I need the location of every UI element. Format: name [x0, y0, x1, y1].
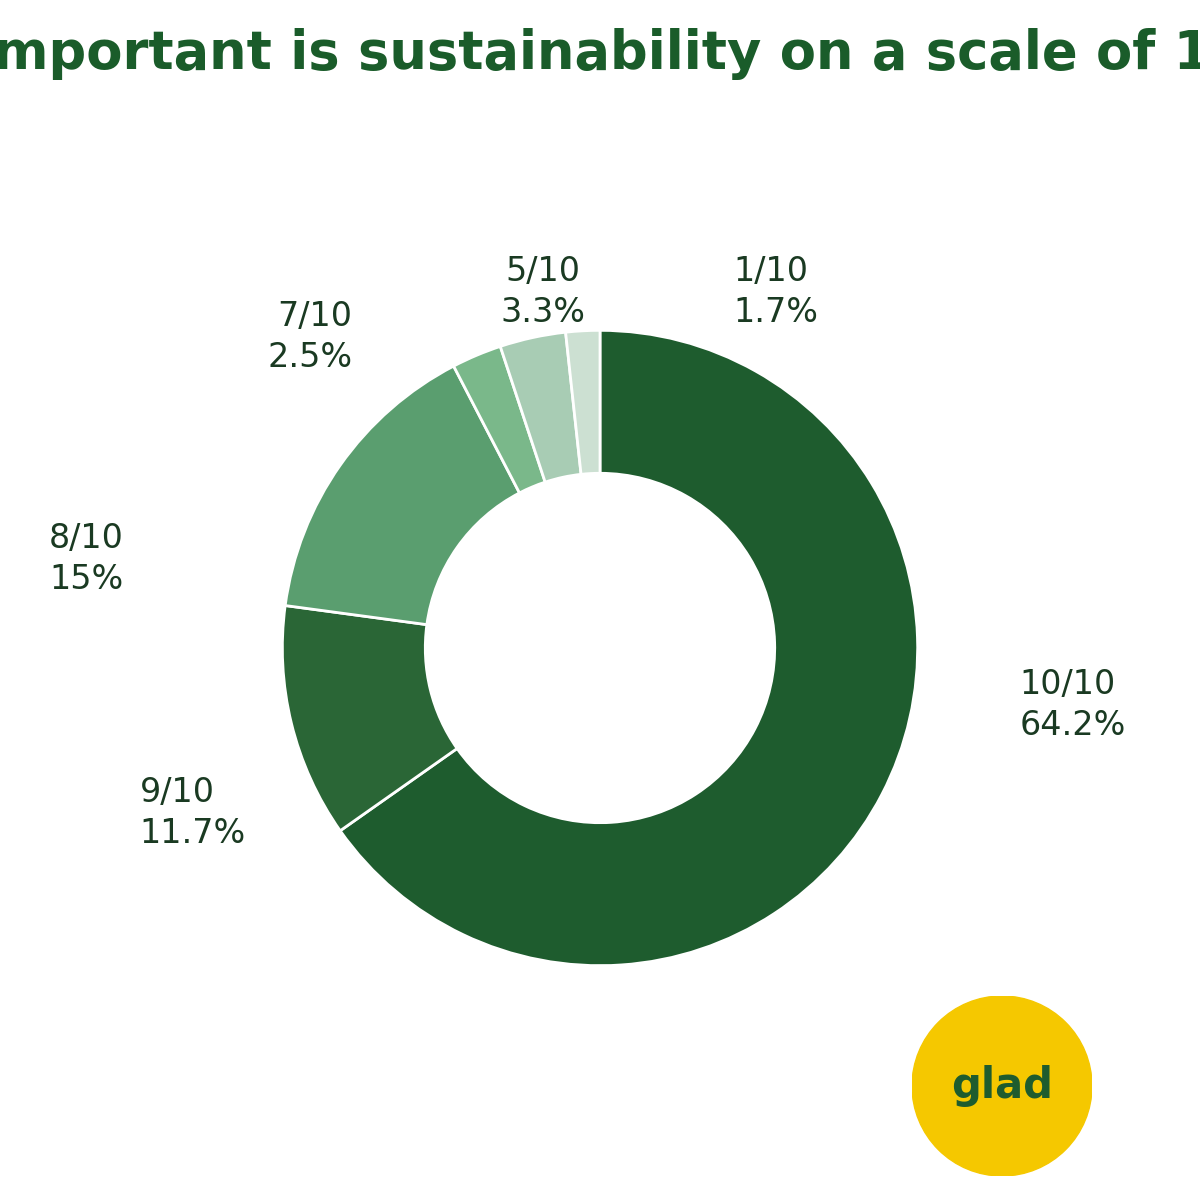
Text: 5/10
3.3%: 5/10 3.3% — [500, 256, 586, 329]
Wedge shape — [340, 330, 918, 966]
Wedge shape — [286, 366, 520, 625]
Text: glad: glad — [952, 1066, 1054, 1106]
Wedge shape — [454, 347, 545, 493]
Circle shape — [912, 996, 1092, 1176]
Text: 10/10
64.2%: 10/10 64.2% — [1019, 668, 1126, 742]
Wedge shape — [565, 330, 600, 474]
Wedge shape — [282, 606, 457, 830]
Wedge shape — [500, 332, 581, 482]
Text: 1/10
1.7%: 1/10 1.7% — [733, 256, 818, 329]
Text: 9/10
11.7%: 9/10 11.7% — [139, 776, 246, 850]
Text: 7/10
2.5%: 7/10 2.5% — [268, 300, 353, 373]
Text: How important is sustainability on a scale of 1 - 10?: How important is sustainability on a sca… — [0, 28, 1200, 80]
Text: 8/10
15%: 8/10 15% — [49, 522, 124, 596]
